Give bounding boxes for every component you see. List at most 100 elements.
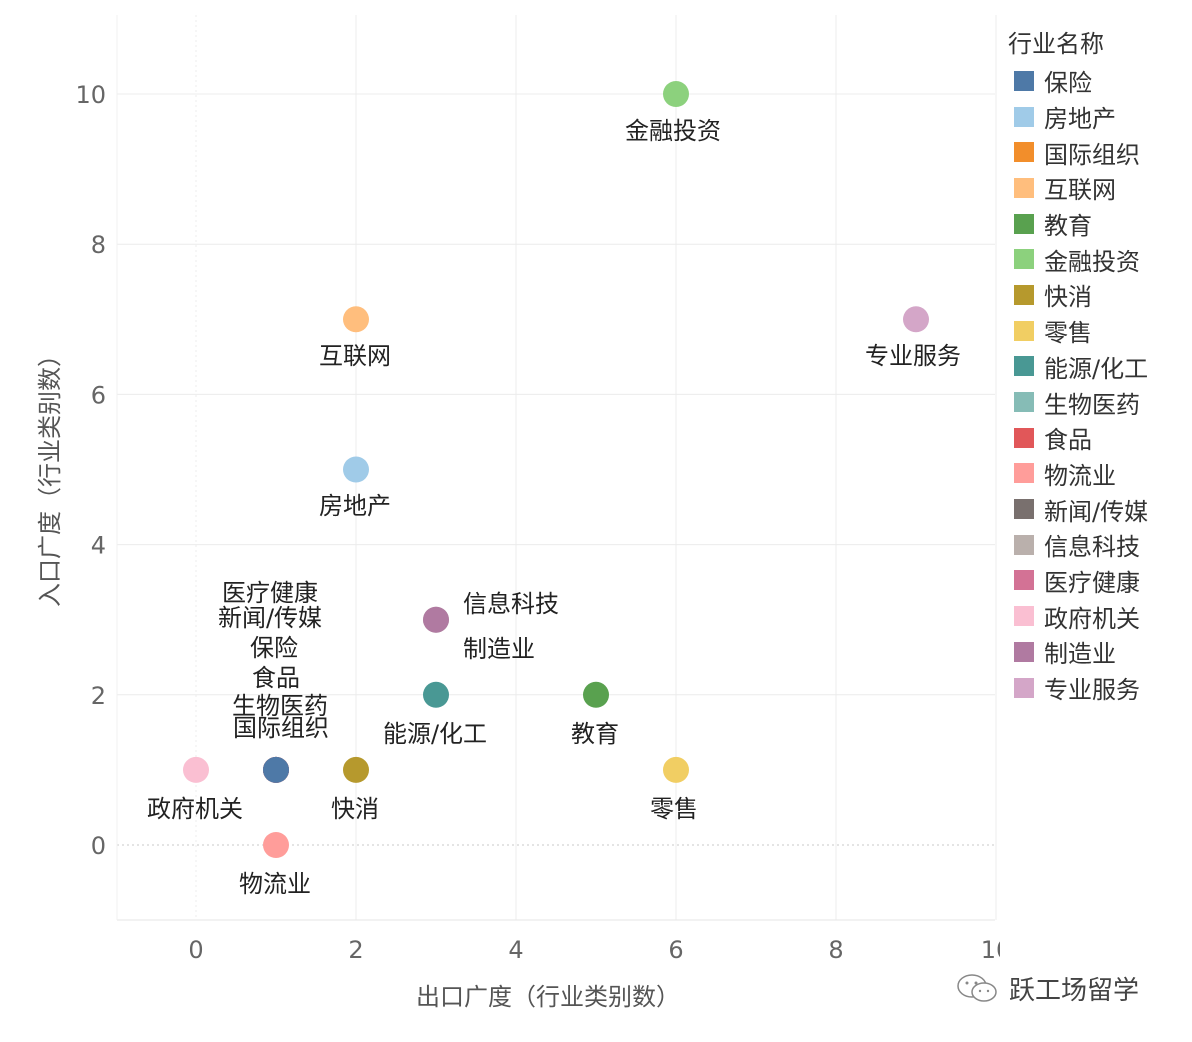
data-point[interactable] [183, 756, 209, 783]
data-point[interactable] [423, 606, 449, 633]
legend-item[interactable]: 制造业 [1008, 634, 1148, 670]
y-tick-label: 0 [91, 832, 106, 860]
legend-swatch-icon [1014, 213, 1034, 234]
point-label: 医疗健康 [222, 579, 318, 607]
x-axis-title: 出口广度（行业类别数） [416, 983, 680, 1011]
point-label: 快消 [331, 795, 379, 823]
x-tick-label: 10 [981, 936, 1000, 964]
legend-label: 食品 [1044, 426, 1092, 455]
point-label: 金融投资 [625, 117, 721, 145]
data-point[interactable] [343, 756, 369, 783]
x-tick-label: 8 [828, 936, 843, 964]
legend-item[interactable]: 快消 [1008, 277, 1148, 313]
legend-swatch-icon [1014, 70, 1034, 91]
legend-swatch-icon [1014, 641, 1034, 662]
data-points [183, 81, 929, 858]
legend-item[interactable]: 生物医药 [1008, 384, 1148, 420]
point-label: 政府机关 [147, 795, 243, 823]
point-label: 房地产 [319, 492, 391, 520]
point-label: 生物医药 [232, 692, 328, 720]
legend-swatch-icon [1014, 570, 1034, 591]
legend-label: 专业服务 [1044, 676, 1140, 705]
legend-label: 政府机关 [1044, 604, 1140, 633]
data-point[interactable] [263, 832, 289, 858]
legend-item[interactable]: 零售 [1008, 313, 1148, 349]
legend-label: 生物医药 [1044, 390, 1140, 419]
legend-item[interactable]: 专业服务 [1008, 670, 1148, 706]
legend-item[interactable]: 能源/化工 [1008, 349, 1148, 385]
data-point[interactable] [423, 681, 449, 708]
legend-swatch-icon [1014, 463, 1034, 484]
legend-swatch-icon [1014, 249, 1034, 270]
legend-item[interactable]: 房地产 [1008, 99, 1148, 135]
legend-swatch-icon [1014, 142, 1034, 163]
point-label: 食品 [252, 664, 300, 692]
legend-swatch-icon [1014, 320, 1034, 341]
legend-label: 医疗健康 [1044, 568, 1140, 597]
legend-item[interactable]: 教育 [1008, 206, 1148, 242]
legend-label: 新闻/传媒 [1044, 497, 1149, 526]
x-tick-label: 2 [348, 936, 363, 964]
wechat-icon [957, 973, 997, 1002]
x-tick-label: 0 [188, 936, 203, 964]
data-point[interactable] [903, 306, 929, 333]
data-point[interactable] [663, 81, 689, 107]
point-label: 专业服务 [865, 342, 961, 370]
gridlines [117, 15, 997, 920]
legend-item[interactable]: 新闻/传媒 [1008, 491, 1148, 527]
legend-swatch-icon [1014, 427, 1034, 448]
axes: 0 2 4 6 8 10 0 2 4 6 8 10 [75, 15, 1000, 964]
x-tick-label: 6 [668, 936, 683, 964]
legend-item[interactable]: 金融投资 [1008, 241, 1148, 277]
y-tick-label: 10 [75, 81, 106, 109]
legend-item[interactable]: 政府机关 [1008, 598, 1148, 634]
legend-item[interactable]: 信息科技 [1008, 527, 1148, 563]
legend-swatch-icon [1014, 499, 1034, 520]
legend-swatch-icon [1014, 677, 1034, 698]
legend-swatch-icon [1014, 356, 1034, 377]
point-label: 物流业 [239, 870, 311, 898]
data-point[interactable] [343, 306, 369, 333]
data-point[interactable] [583, 681, 609, 708]
legend-item[interactable]: 国际组织 [1008, 134, 1148, 170]
legend: 行业名称 保险房地产 国际组织互联网教育金融投资快消零售能源/化工生物医药食品物流… [1008, 24, 1148, 705]
y-tick-label: 8 [91, 231, 106, 259]
legend-label: 信息科技 [1044, 533, 1140, 562]
legend-item[interactable]: 食品 [1008, 420, 1148, 456]
point-label: 国际组织 [233, 714, 329, 742]
data-point[interactable] [663, 756, 689, 783]
watermark-text: 跃工场留学 [1009, 976, 1140, 1006]
legend-label: 快消 [1044, 283, 1092, 312]
legend-swatch-icon [1014, 606, 1034, 627]
legend-title: 行业名称 [1008, 30, 1104, 58]
point-label: 新闻/传媒 [218, 604, 322, 632]
y-axis-title: 入口广度（行业类别数） [36, 343, 64, 607]
legend-label: 制造业 [1044, 640, 1116, 669]
watermark: 跃工场留学 [955, 970, 1139, 1007]
legend-item[interactable]: 医疗健康 [1008, 563, 1148, 599]
legend-label: 零售 [1044, 319, 1092, 348]
legend-item[interactable]: 互联网 [1008, 170, 1148, 206]
legend-swatch-icon [1014, 177, 1034, 198]
legend-swatch-icon [1014, 534, 1034, 555]
y-tick-label: 6 [91, 381, 106, 409]
legend-item[interactable]: 保险 [1008, 63, 1148, 99]
legend-label: 能源/化工 [1044, 354, 1149, 383]
point-label: 保险 [250, 634, 298, 662]
legend-label: 物流业 [1044, 461, 1116, 490]
y-tick-label: 4 [91, 532, 106, 560]
legend-label: 保险 [1044, 69, 1092, 98]
data-point[interactable] [343, 456, 369, 483]
legend-label: 房地产 [1044, 105, 1116, 134]
point-label: 信息科技 [463, 590, 559, 618]
data-point[interactable] [263, 756, 289, 783]
legend-label: 教育 [1044, 212, 1092, 241]
x-tick-label: 4 [508, 936, 523, 964]
legend-label: 互联网 [1044, 176, 1116, 205]
legend-item[interactable]: 物流业 [1008, 456, 1148, 492]
legend-swatch-icon [1014, 284, 1034, 305]
legend-label: 金融投资 [1044, 247, 1140, 276]
